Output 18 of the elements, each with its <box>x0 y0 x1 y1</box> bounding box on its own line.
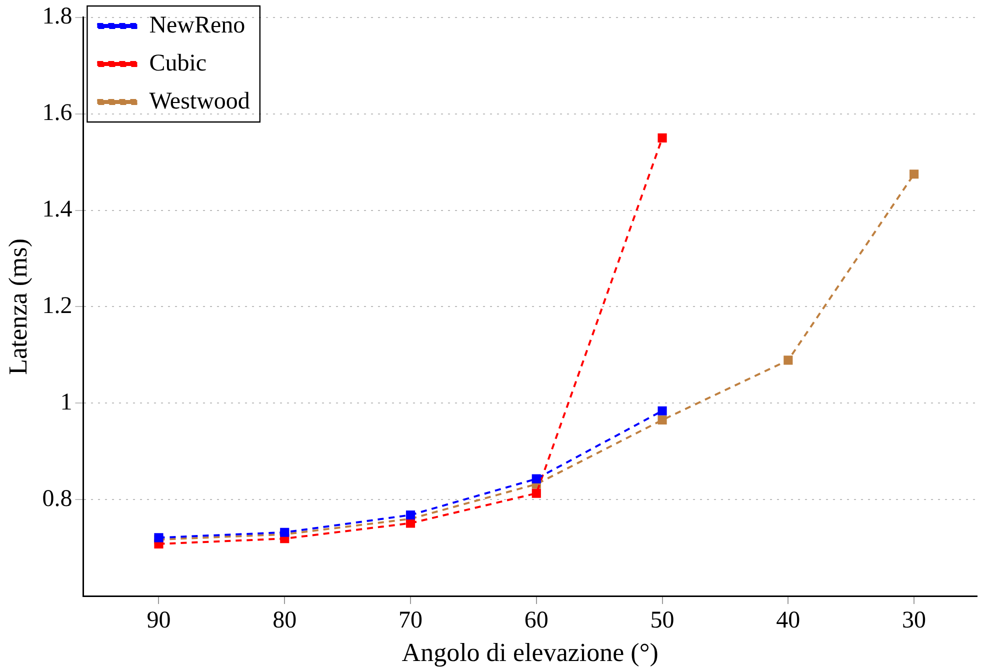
x-tick-label: 60 <box>524 608 548 634</box>
y-tick-label: 1.2 <box>42 292 72 319</box>
legend-label: Cubic <box>149 50 207 76</box>
x-tick-label: 70 <box>398 608 423 634</box>
y-tick-label: 1 <box>60 389 72 416</box>
y-tick-label: 1.4 <box>42 196 72 223</box>
legend-label: Westwood <box>149 88 250 114</box>
x-tick-label: 90 <box>146 608 171 634</box>
y-tick-label: 0.8 <box>42 486 72 512</box>
x-tick-label: 50 <box>650 608 674 634</box>
y-tick-label: 1.8 <box>42 4 72 30</box>
x-tick-label: 30 <box>902 608 926 634</box>
x-axis-title: Angolo di elevazione (°) <box>402 638 658 668</box>
x-tick-label: 80 <box>272 608 297 634</box>
y-tick-label: 1.6 <box>42 100 72 126</box>
x-tick-label: 40 <box>776 608 800 634</box>
legend-label: NewReno <box>149 12 246 38</box>
y-axis-title: Latenza (ms) <box>3 238 32 375</box>
